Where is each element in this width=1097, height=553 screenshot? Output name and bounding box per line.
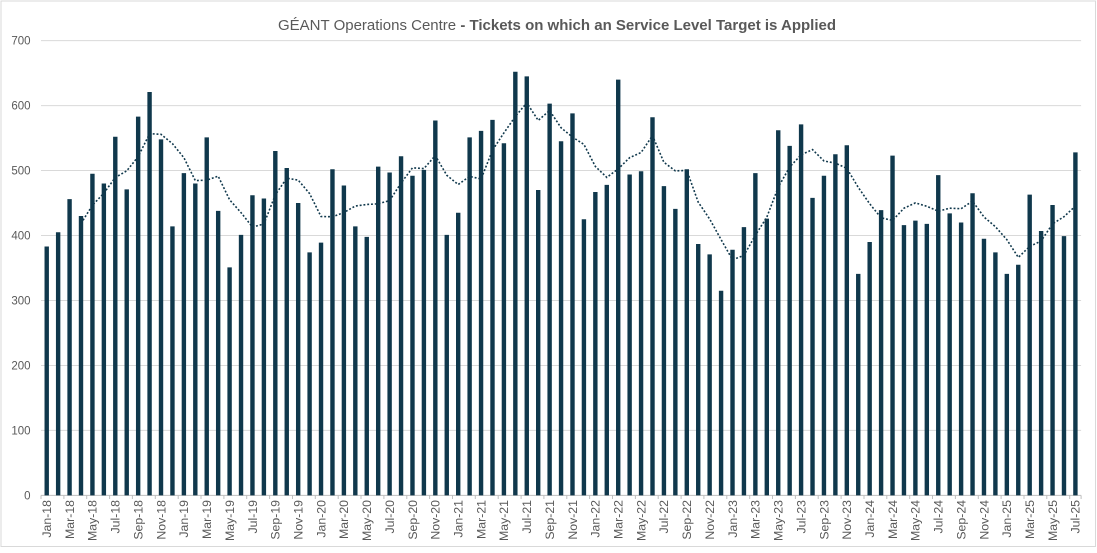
svg-text:May-19: May-19	[223, 500, 237, 541]
svg-text:Nov-24: Nov-24	[977, 500, 991, 540]
svg-text:May-22: May-22	[634, 500, 648, 541]
svg-text:Nov-23: Nov-23	[840, 500, 854, 540]
svg-text:Mar-23: Mar-23	[749, 500, 763, 539]
svg-text:Jul-20: Jul-20	[383, 500, 397, 534]
svg-text:Jan-22: Jan-22	[589, 500, 603, 538]
svg-text:600: 600	[11, 101, 30, 113]
svg-text:Mar-25: Mar-25	[1023, 500, 1037, 539]
svg-text:700: 700	[11, 36, 30, 48]
svg-text:Sep-22: Sep-22	[680, 500, 694, 540]
svg-text:Jul-22: Jul-22	[657, 500, 671, 534]
svg-text:May-18: May-18	[86, 500, 100, 541]
svg-text:Mar-19: Mar-19	[200, 500, 214, 539]
svg-text:Sep-18: Sep-18	[132, 500, 146, 540]
svg-text:0: 0	[24, 490, 30, 502]
svg-text:Mar-18: Mar-18	[63, 500, 77, 539]
svg-text:May-24: May-24	[909, 500, 923, 541]
svg-text:GÉANT Operations Centre - Tick: GÉANT Operations Centre - Tickets on whi…	[278, 17, 836, 34]
svg-text:200: 200	[11, 361, 30, 373]
svg-text:Jul-18: Jul-18	[109, 500, 123, 534]
svg-text:Nov-22: Nov-22	[703, 500, 717, 540]
svg-text:Jan-25: Jan-25	[1000, 500, 1014, 538]
svg-text:May-21: May-21	[497, 500, 511, 541]
svg-text:Jan-18: Jan-18	[40, 500, 54, 538]
svg-text:May-20: May-20	[360, 500, 374, 541]
svg-text:Sep-20: Sep-20	[406, 500, 420, 540]
svg-text:May-25: May-25	[1046, 500, 1060, 541]
svg-text:Sep-19: Sep-19	[269, 500, 283, 540]
svg-text:Sep-24: Sep-24	[954, 500, 968, 540]
svg-text:Nov-19: Nov-19	[292, 500, 306, 540]
svg-text:Jan-19: Jan-19	[177, 500, 191, 538]
svg-text:Jul-25: Jul-25	[1069, 500, 1083, 534]
svg-text:500: 500	[11, 166, 30, 178]
svg-text:Nov-20: Nov-20	[429, 500, 443, 540]
svg-text:Jul-24: Jul-24	[932, 500, 946, 534]
svg-text:Jul-19: Jul-19	[246, 500, 260, 534]
svg-text:400: 400	[11, 231, 30, 243]
svg-text:Jul-23: Jul-23	[794, 500, 808, 534]
svg-text:Mar-20: Mar-20	[337, 500, 351, 539]
svg-text:Mar-24: Mar-24	[886, 500, 900, 539]
svg-text:Jul-21: Jul-21	[520, 500, 534, 534]
svg-text:May-23: May-23	[772, 500, 786, 541]
svg-text:Jan-23: Jan-23	[726, 500, 740, 538]
svg-text:300: 300	[11, 296, 30, 308]
svg-text:100: 100	[11, 425, 30, 437]
svg-text:Sep-23: Sep-23	[817, 500, 831, 540]
svg-text:Sep-21: Sep-21	[543, 500, 557, 540]
svg-text:Jan-24: Jan-24	[863, 500, 877, 538]
svg-text:Jan-21: Jan-21	[452, 500, 466, 538]
svg-text:Mar-22: Mar-22	[612, 500, 626, 539]
svg-text:Nov-21: Nov-21	[566, 500, 580, 540]
svg-text:Nov-18: Nov-18	[154, 500, 168, 540]
svg-text:Mar-21: Mar-21	[474, 500, 488, 539]
svg-text:Jan-20: Jan-20	[314, 500, 328, 538]
